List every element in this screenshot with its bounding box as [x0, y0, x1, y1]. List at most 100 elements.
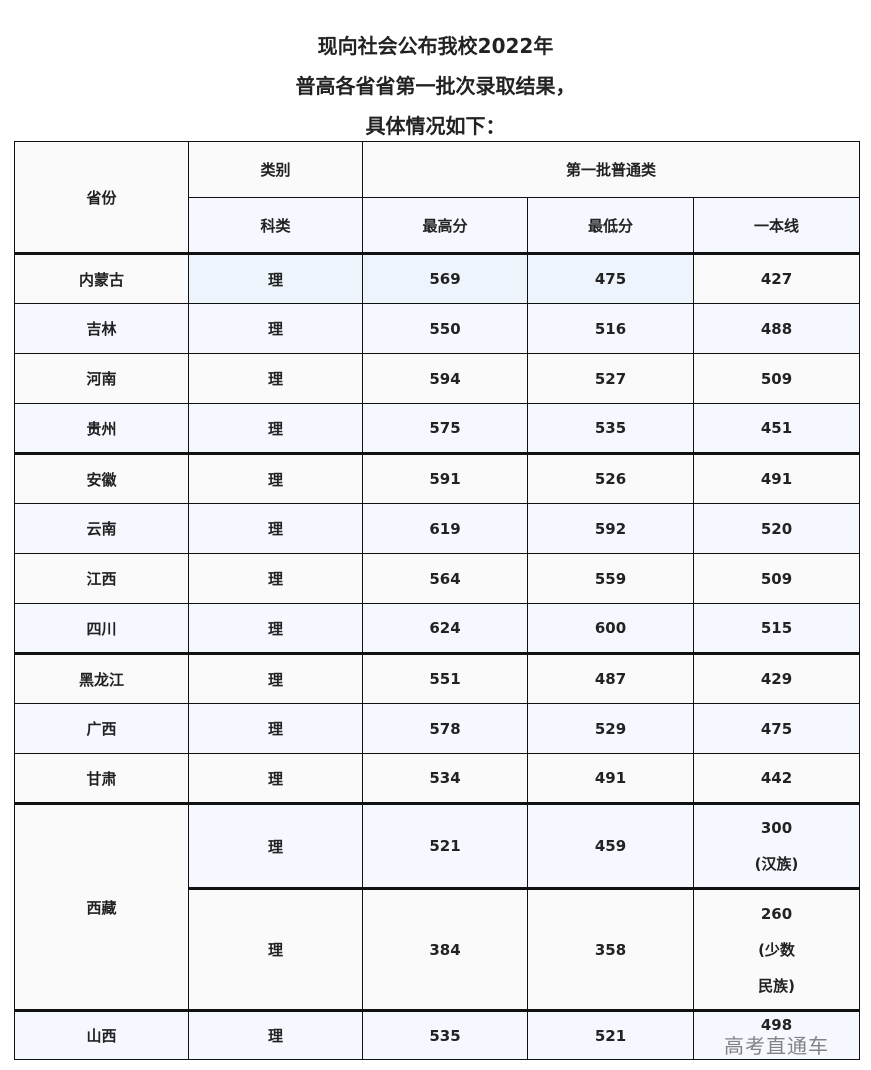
cell-max: 575: [362, 403, 528, 454]
cell-line: 509: [692, 353, 861, 404]
table-row: 广西理 578 529 475: [14, 703, 861, 754]
cell-province: 江西: [14, 553, 189, 604]
cell-line: 475: [692, 703, 861, 754]
line-note: (少数: [758, 940, 795, 959]
cell-province: 广西: [14, 703, 189, 754]
cell-min: 600: [527, 603, 694, 654]
cell-province: 甘肃: [14, 753, 189, 804]
cell-province: 安徽: [14, 452, 189, 504]
cell-min: 559: [527, 553, 694, 604]
cell-subject: 理: [188, 303, 363, 354]
cell-line: 515: [692, 603, 861, 654]
cell-max: 550: [362, 303, 528, 354]
cell-min: 491: [527, 753, 694, 804]
cell-subject: 理: [188, 452, 363, 504]
cell-line: 300 (汉族): [692, 802, 861, 889]
header-min: 最低分: [527, 197, 694, 254]
cell-line: 520: [692, 503, 861, 554]
table-row: 贵州理 575 535 451: [14, 403, 861, 454]
cell-min: 526: [527, 452, 694, 504]
header-max: 最高分: [362, 197, 528, 254]
cell-min: 475: [527, 252, 694, 304]
line-note: (汉族): [754, 855, 799, 873]
cell-max: 624: [362, 603, 528, 654]
cell-province: 贵州: [14, 403, 189, 454]
cell-min: 535: [527, 403, 694, 454]
cell-line: 427: [692, 252, 861, 304]
cell-subject: 理: [188, 1009, 363, 1060]
title-line-3: 具体情况如下：: [365, 114, 506, 138]
title-line-1: 现向社会公布我校2022年: [317, 34, 554, 58]
header-line: 一本线: [692, 197, 861, 254]
line-value: 498: [760, 1016, 793, 1034]
table-row: 吉林理 550 516 488: [14, 303, 861, 354]
cell-min: 516: [527, 303, 694, 354]
cell-max: 594: [362, 353, 528, 404]
cell-max: 534: [362, 753, 528, 804]
watermark: 高考直通车: [724, 1034, 830, 1058]
cell-province: 黑龙江: [14, 652, 189, 704]
cell-province: 山西: [14, 1009, 189, 1060]
table-row: 黑龙江理 551 487 429: [14, 652, 861, 704]
table-row: 四川理 624 600 515: [14, 603, 861, 654]
header-province: 省份: [14, 141, 189, 254]
cell-min: 529: [527, 703, 694, 754]
cell-line: 451: [692, 403, 861, 454]
cell-max: 569: [362, 252, 528, 304]
line-value: 300: [760, 819, 793, 837]
table-row: 理 384 358 260 (少数民族): [15, 887, 861, 1011]
cell-subject: 理: [188, 553, 363, 604]
cell-max: 619: [362, 503, 528, 554]
table-row: 安徽理 591 526 491: [14, 452, 861, 504]
cell-min: 358: [527, 887, 694, 1011]
cell-min: 592: [527, 503, 694, 554]
cell-subject: 理: [188, 753, 363, 804]
cell-province: 内蒙古: [14, 252, 189, 304]
admission-table: 省份 类别 第一批普通类 科类 最高分 最低分 一本线 内蒙古理 569 475 427 吉林理 5…: [14, 141, 861, 1060]
cell-min: 527: [527, 353, 694, 404]
cell-subject: 理: [188, 403, 363, 454]
cell-subject: 理: [188, 703, 363, 754]
cell-subject: 理: [188, 353, 363, 404]
cell-subject: 理: [188, 503, 363, 554]
cell-min: 487: [527, 652, 694, 704]
cell-max: 578: [362, 703, 528, 754]
cell-line: 491: [692, 452, 861, 504]
cell-line: 488: [692, 303, 861, 354]
line-value: 260: [760, 904, 793, 923]
cell-subject: 理: [188, 652, 363, 704]
cell-line: 260 (少数民族): [692, 887, 861, 1011]
cell-line: 509: [692, 553, 861, 604]
cell-max: 551: [362, 652, 528, 704]
cell-max: 521: [362, 802, 528, 889]
header-subject: 科类: [188, 197, 363, 254]
table-row: 甘肃理 534 491 442: [14, 753, 861, 804]
header-batch: 第一批普通类: [361, 141, 861, 198]
table-row: 西藏 理 521 459 300 (汉族): [14, 802, 861, 1011]
cell-line: 442: [692, 753, 861, 804]
line-note: 民族): [758, 976, 795, 995]
cell-min: 459: [527, 802, 694, 889]
cell-max: 384: [362, 887, 528, 1011]
cell-max: 591: [362, 452, 528, 504]
cell-province: 云南: [14, 503, 189, 554]
cell-min: 521: [527, 1009, 694, 1060]
cell-province: 四川: [14, 603, 189, 654]
cell-province: 吉林: [14, 303, 189, 354]
title-line-2: 普高各省省第一批次录取结果，: [295, 74, 576, 98]
cell-subject: 理: [188, 887, 363, 1011]
table-row: 江西理 564 559 509: [14, 553, 861, 604]
cell-province: 西藏: [14, 802, 189, 1011]
cell-line: 429: [692, 652, 861, 704]
table-row: 河南理 594 527 509: [14, 353, 861, 404]
cell-max: 564: [362, 553, 528, 604]
header-category: 类别: [188, 141, 363, 198]
table-row: 内蒙古理 569 475 427: [14, 252, 861, 304]
cell-subject: 理: [188, 603, 363, 654]
table-row: 山西 理 535 521 498 高考直通车: [14, 1009, 861, 1060]
table-row: 云南理 619 592 520: [14, 503, 861, 554]
cell-line: 498 高考直通车: [692, 1009, 861, 1060]
cell-subject: 理: [188, 252, 363, 304]
cell-subject: 理: [188, 802, 363, 889]
cell-province: 河南: [14, 353, 189, 404]
